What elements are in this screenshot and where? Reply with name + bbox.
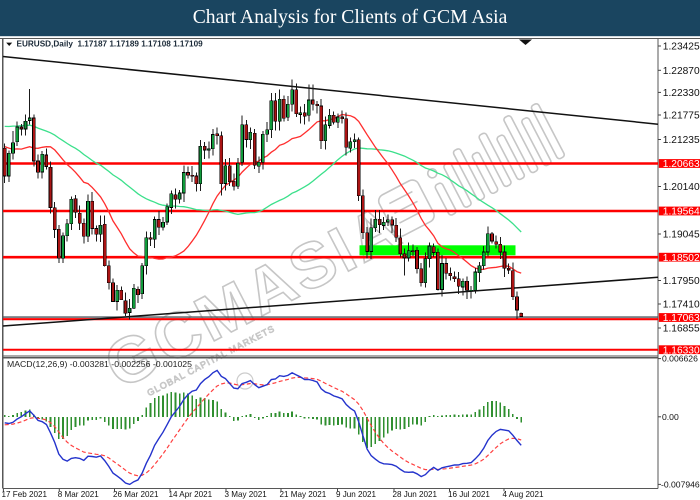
svg-text:1.16855: 1.16855 (663, 324, 700, 335)
svg-text:1.20140: 1.20140 (663, 182, 700, 193)
svg-text:4 Aug 2021: 4 Aug 2021 (503, 490, 544, 499)
svg-text:MACD(12,26,9) -0.003281 -0.002: MACD(12,26,9) -0.003281 -0.002256 -0.001… (7, 359, 192, 369)
svg-text:8 Mar 2021: 8 Mar 2021 (58, 490, 99, 499)
svg-text:1.23425: 1.23425 (663, 42, 700, 53)
svg-text:14 Apr 2021: 14 Apr 2021 (169, 490, 213, 499)
svg-text:1.21235: 1.21235 (663, 135, 700, 146)
svg-text:-0.007946: -0.007946 (661, 480, 700, 490)
svg-text:1.17410: 1.17410 (663, 300, 700, 311)
svg-text:26 Mar 2021: 26 Mar 2021 (113, 490, 159, 499)
svg-text:1.18502: 1.18502 (663, 253, 700, 264)
svg-text:Chart Analysis for Clients of: Chart Analysis for Clients of GCM Asia (193, 7, 508, 28)
svg-text:1.20663: 1.20663 (663, 159, 700, 170)
svg-text:1.21775: 1.21775 (663, 111, 700, 122)
svg-text:1.16330: 1.16330 (663, 345, 700, 356)
svg-text:1.19564: 1.19564 (663, 207, 700, 218)
svg-text:1.17063: 1.17063 (663, 313, 700, 324)
svg-text:1.19045: 1.19045 (663, 230, 700, 241)
svg-text:9 Jun 2021: 9 Jun 2021 (336, 490, 377, 499)
svg-text:0.00: 0.00 (662, 412, 679, 422)
svg-text:1.22330: 1.22330 (663, 88, 700, 99)
svg-text:21 May 2021: 21 May 2021 (280, 490, 327, 499)
svg-text:3 May 2021: 3 May 2021 (225, 490, 268, 499)
svg-text:16 Jul 2021: 16 Jul 2021 (448, 490, 490, 499)
svg-text:0.006626: 0.006626 (662, 354, 698, 364)
svg-text:28 Jun 2021: 28 Jun 2021 (393, 490, 438, 499)
svg-text:1.22870: 1.22870 (663, 66, 700, 77)
svg-text:EURUSD,Daily 1.17187 1.17189: EURUSD,Daily 1.17187 1.17189 1.17108 1.1… (17, 39, 204, 48)
svg-text:17 Feb 2021: 17 Feb 2021 (2, 490, 48, 499)
svg-text:1.17950: 1.17950 (663, 276, 700, 287)
